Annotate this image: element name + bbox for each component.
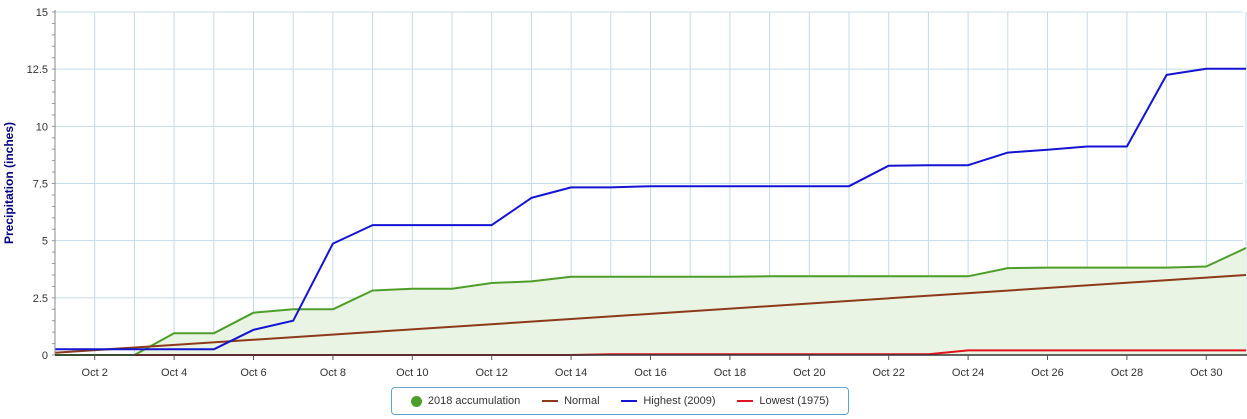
- x-tick-label: Oct 6: [240, 367, 266, 379]
- y-tick-label: 0: [42, 350, 48, 362]
- legend-item-lowest[interactable]: Lowest (1975): [737, 395, 829, 407]
- y-tick-label: 2.5: [33, 293, 48, 305]
- x-tick-label: Oct 22: [872, 367, 904, 379]
- area-fills: [134, 248, 1246, 355]
- x-tick-label: Oct 20: [793, 367, 825, 379]
- x-tick-label: Oct 30: [1190, 367, 1222, 379]
- precipitation-chart: 0 2.5 5 7.5 10 12.5 15 Oct 2 Oct 4 Oct 6 Oct 8 Oct …: [2, 7, 1247, 379]
- axes: [52, 10, 1247, 360]
- x-tick-label: Oct 16: [634, 367, 666, 379]
- legend: 2018 accumulation Normal Highest (2009) …: [391, 387, 849, 415]
- legend-line-icon: [621, 400, 638, 402]
- legend-line-icon: [542, 400, 559, 402]
- legend-label: 2018 accumulation: [427, 395, 521, 407]
- legend-item-2018[interactable]: 2018 accumulation: [410, 395, 521, 407]
- x-tick-label: Oct 10: [396, 367, 428, 379]
- series-line-0[interactable]: [133, 247, 1247, 356]
- legend-label: Highest (2009): [643, 395, 716, 407]
- series-line-1[interactable]: [54, 274, 1247, 354]
- x-tick-label: Oct 24: [952, 367, 984, 379]
- y-tick-label: 10: [36, 121, 48, 133]
- y-tick-label: 15: [36, 7, 48, 19]
- x-tick-label: Oct 4: [161, 367, 187, 379]
- legend-item-highest[interactable]: Highest (2009): [621, 395, 716, 407]
- legend-line-icon: [737, 400, 754, 402]
- x-tick-label: Oct 26: [1031, 367, 1063, 379]
- tick-labels: 0 2.5 5 7.5 10 12.5 15 Oct 2 Oct 4 Oct 6 Oct 8 Oct …: [27, 7, 1223, 379]
- x-tick-label: Oct 2: [82, 367, 108, 379]
- series-area-0: [134, 248, 1246, 355]
- y-tick-label: 12.5: [27, 64, 48, 76]
- x-tick-label: Oct 8: [320, 367, 346, 379]
- y-axis-label: Precipitation (inches): [2, 122, 16, 244]
- legend-dot-icon: [410, 395, 422, 407]
- legend-label: Lowest (1975): [759, 395, 830, 407]
- x-tick-label: Oct 28: [1111, 367, 1143, 379]
- y-tick-label: 5: [42, 236, 48, 248]
- x-tick-label: Oct 12: [475, 367, 507, 379]
- y-tick-label: 7.5: [33, 179, 48, 191]
- x-tick-label: Oct 18: [714, 367, 746, 379]
- series-line-2[interactable]: [55, 67, 1246, 351]
- legend-label: Normal: [564, 395, 600, 407]
- x-tick-label: Oct 14: [555, 367, 587, 379]
- legend-item-normal[interactable]: Normal: [542, 395, 600, 407]
